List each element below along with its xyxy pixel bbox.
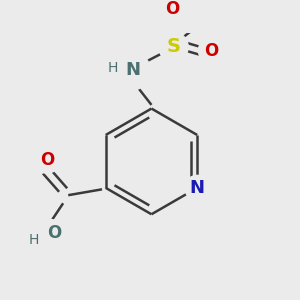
Text: N: N <box>190 179 205 197</box>
Text: S: S <box>167 38 181 56</box>
Text: H: H <box>28 233 39 247</box>
Text: O: O <box>165 0 179 18</box>
Text: O: O <box>40 151 54 169</box>
Text: N: N <box>126 61 141 80</box>
Circle shape <box>185 176 210 200</box>
Text: O: O <box>47 224 62 242</box>
Circle shape <box>34 147 60 173</box>
Text: H: H <box>108 61 119 75</box>
Circle shape <box>198 38 225 64</box>
Circle shape <box>109 50 150 91</box>
Text: O: O <box>205 42 219 60</box>
Circle shape <box>159 0 185 22</box>
Circle shape <box>159 32 188 62</box>
Circle shape <box>36 219 64 247</box>
